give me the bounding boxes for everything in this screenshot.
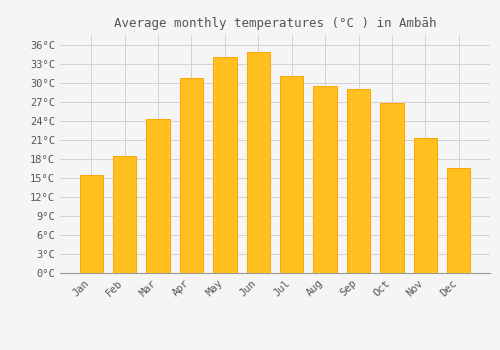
Title: Average monthly temperatures (°C ) in Ambāh: Average monthly temperatures (°C ) in Am… (114, 17, 436, 30)
Bar (447, 168, 470, 273)
Bar (414, 138, 437, 273)
Bar (347, 89, 370, 273)
Bar (213, 57, 236, 273)
Bar (380, 103, 404, 273)
Bar (314, 86, 337, 273)
Bar (246, 52, 270, 273)
Bar (280, 76, 303, 273)
Bar (80, 175, 103, 273)
Bar (113, 156, 136, 273)
Bar (180, 77, 203, 273)
Bar (146, 119, 170, 273)
